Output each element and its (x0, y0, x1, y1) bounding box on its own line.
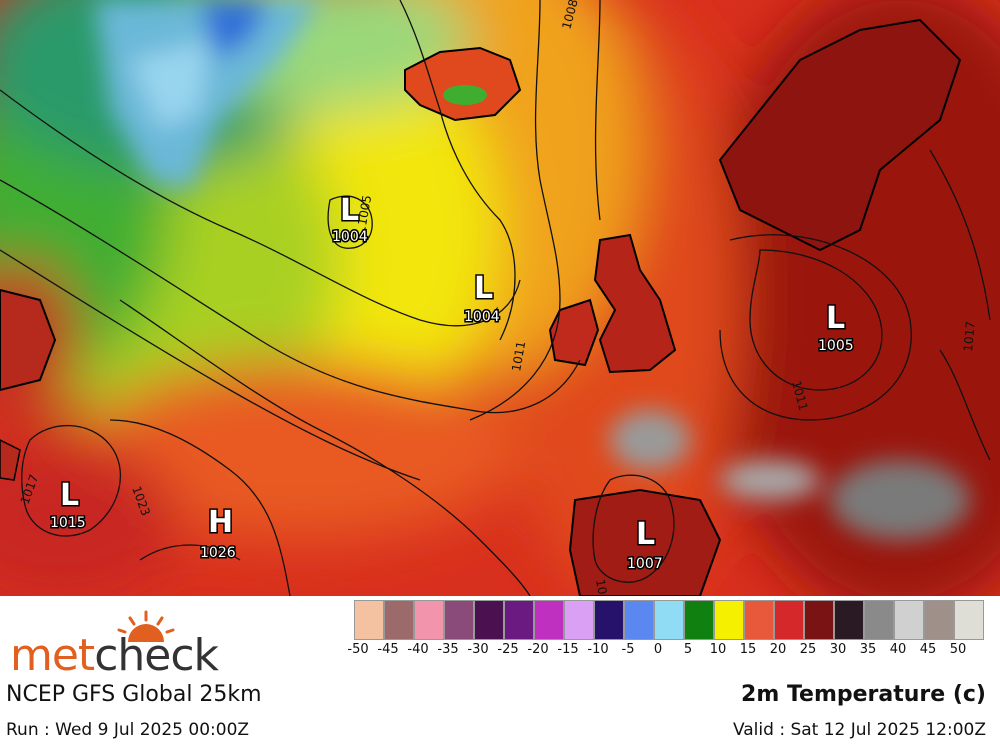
legend-tick-label: 35 (859, 642, 877, 657)
legend-swatch (654, 600, 684, 640)
legend-swatch (684, 600, 714, 640)
svg-text:L: L (60, 478, 79, 513)
legend-swatch (564, 600, 594, 640)
legend-tick-label: 15 (739, 642, 757, 657)
run-time: Run : Wed 9 Jul 2025 00:00Z (6, 720, 250, 740)
temperature-field (0, 0, 1000, 596)
legend-ticks: -50 -45 -40 -35 -30 -25 -20 -15 -10 -5 0 5 10 15 20 25 3… (347, 640, 984, 660)
temperature-map: 1008 1011 1023 1017 1005 1011 1017 1011 … (0, 0, 1000, 596)
legend-swatch (744, 600, 774, 640)
legend-swatch (474, 600, 504, 640)
high-pressure-marker: H 1026 (199, 504, 238, 563)
svg-text:L: L (474, 271, 493, 306)
isobar-label: 1005 (355, 194, 374, 227)
legend-swatch (804, 600, 834, 640)
legend-swatch (414, 600, 444, 640)
legend-swatch (894, 600, 924, 640)
legend-swatch (924, 600, 954, 640)
legend-swatch (834, 600, 864, 640)
legend-swatch (954, 600, 984, 640)
svg-text:L: L (826, 301, 845, 336)
legend-swatch (624, 600, 654, 640)
legend-tick-label: -35 (437, 642, 459, 657)
legend-tick-label: -40 (407, 642, 429, 657)
legend-swatch (594, 600, 624, 640)
legend-tick-label: 0 (653, 642, 663, 657)
pressure-value: 1004 (332, 229, 368, 245)
legend-swatch (774, 600, 804, 640)
legend-swatch (504, 600, 534, 640)
map-svg: 1008 1011 1023 1017 1005 1011 1017 1011 … (0, 0, 1000, 596)
metcheck-logo: metcheck (6, 604, 236, 678)
legend-tick-label: 40 (889, 642, 907, 657)
isobar-label: 1011 (593, 578, 612, 596)
pressure-value: 1005 (818, 338, 854, 354)
low-pressure-marker: L 1007 (626, 516, 665, 574)
pressure-value: 1004 (464, 309, 500, 325)
sun-icon (117, 610, 175, 642)
legend-swatch (714, 600, 744, 640)
footer: metcheck NCEP GFS Global 25km Run : Wed … (0, 596, 1000, 749)
isobar-label: 1011 (509, 340, 528, 373)
legend-swatches (354, 600, 984, 640)
legend-tick-label: -20 (527, 642, 549, 657)
legend-swatch (354, 600, 384, 640)
low-pressure-marker: L 1005 (817, 300, 856, 356)
legend-tick-label: 25 (799, 642, 817, 657)
legend-tick-label: 20 (769, 642, 787, 657)
legend-tick-label: -10 (587, 642, 609, 657)
legend-swatch (534, 600, 564, 640)
low-pressure-marker: L 1015 (49, 477, 88, 533)
valid-time: Valid : Sat 12 Jul 2025 12:00Z (732, 720, 986, 740)
legend-tick-label: 45 (919, 642, 937, 657)
isobars (0, 0, 991, 596)
parameter-title: 2m Temperature (c) (741, 682, 986, 707)
legend-tick-label: 10 (709, 642, 727, 657)
legend-tick-label: -5 (621, 642, 635, 657)
legend-tick-label: 5 (683, 642, 693, 657)
legend-tick-label: 30 (829, 642, 847, 657)
pressure-systems: L 1004 L 1004 L 1005 L 1015 H 1026 L 100… (49, 192, 856, 574)
legend-tick-label: -15 (557, 642, 579, 657)
svg-text:L: L (340, 193, 359, 228)
pressure-value: 1026 (200, 545, 236, 561)
logo-text: metcheck (10, 630, 219, 681)
low-pressure-marker: L 1004 (463, 270, 502, 327)
svg-text:H: H (208, 505, 233, 540)
pressure-value: 1015 (50, 515, 86, 531)
model-name: NCEP GFS Global 25km (6, 682, 262, 707)
legend-tick-label: 50 (949, 642, 967, 657)
legend-swatch (444, 600, 474, 640)
legend-swatch (864, 600, 894, 640)
pressure-value: 1007 (627, 556, 663, 572)
isobar-label: 1017 (961, 321, 978, 353)
legend-tick-label: -50 (347, 642, 369, 657)
legend-tick-label: -25 (497, 642, 519, 657)
legend-swatch (384, 600, 414, 640)
svg-text:L: L (636, 517, 655, 552)
legend-tick-label: -45 (377, 642, 399, 657)
legend-tick-label: -30 (467, 642, 489, 657)
low-pressure-marker: L 1004 (331, 192, 370, 247)
color-scale-legend: -50 -45 -40 -35 -30 -25 -20 -15 -10 -5 0 5 10 15 20 25 3… (347, 600, 984, 662)
